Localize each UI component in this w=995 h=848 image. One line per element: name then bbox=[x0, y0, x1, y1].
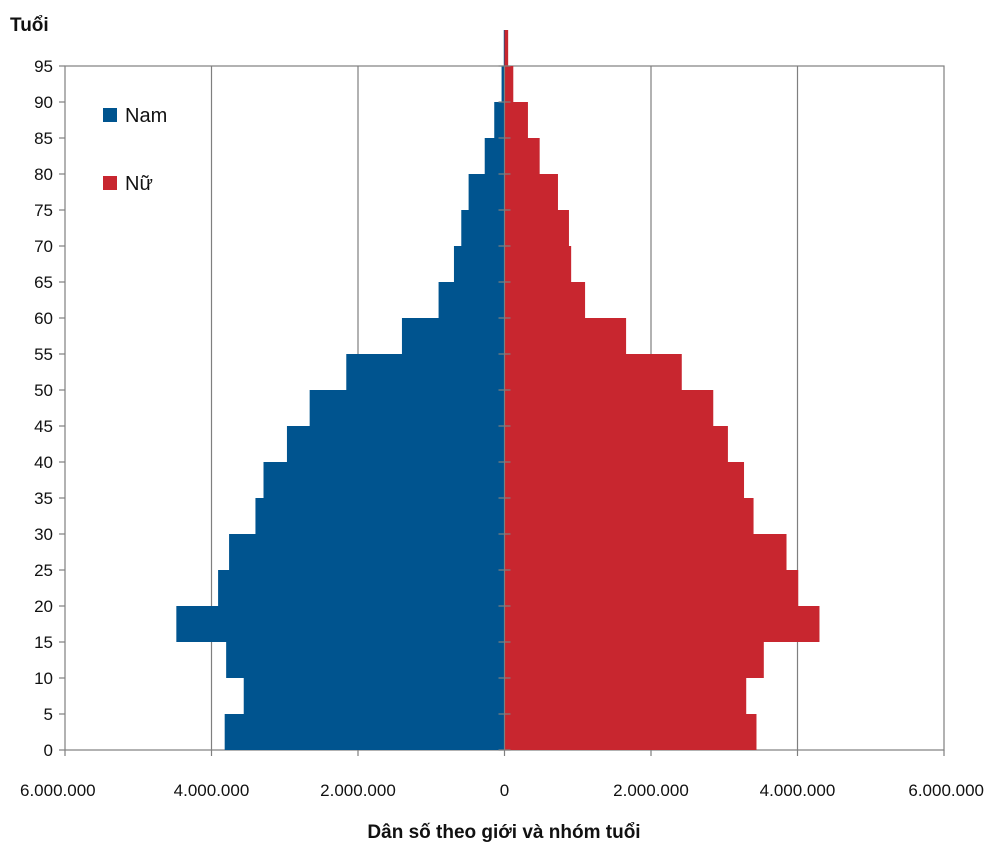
x-tick-labels: 6.000.000 4.000.000 2.000.000 0 2.000.000 4.0… bbox=[20, 750, 984, 800]
bar-nu-60 bbox=[504, 282, 586, 318]
bar-nu-85 bbox=[504, 102, 528, 138]
bar-nu-15 bbox=[504, 606, 820, 642]
bar-nu-40 bbox=[504, 426, 728, 462]
bar-nu-55 bbox=[504, 318, 627, 354]
y-tick-label-10: 10 bbox=[34, 669, 53, 688]
y-tick-label-65: 65 bbox=[34, 273, 53, 292]
bar-nam-85 bbox=[494, 102, 505, 138]
y-tick-label-35: 35 bbox=[34, 489, 53, 508]
x-tick-label-6: 6.000.000 bbox=[908, 781, 984, 800]
x-tick-label-1: 4.000.000 bbox=[174, 781, 250, 800]
bar-nu-65 bbox=[504, 246, 572, 282]
bar-nam-20 bbox=[218, 570, 505, 606]
bar-nam-5 bbox=[243, 678, 505, 714]
bar-nu-25 bbox=[504, 534, 787, 570]
bar-nu-20 bbox=[504, 570, 799, 606]
bar-nam-75 bbox=[468, 174, 505, 210]
bar-nam-35 bbox=[263, 462, 505, 498]
bar-nam-60 bbox=[438, 282, 505, 318]
y-tick-label-55: 55 bbox=[34, 345, 53, 364]
bar-nu-35 bbox=[504, 462, 745, 498]
bar-nam-30 bbox=[255, 498, 505, 534]
bar-nam-10 bbox=[226, 642, 505, 678]
bar-nam-45 bbox=[309, 390, 505, 426]
x-axis-title: Dân số theo giới và nhóm tuổi bbox=[367, 822, 640, 843]
bar-nam-80 bbox=[484, 138, 505, 174]
bar-nam-50 bbox=[346, 354, 505, 390]
bars bbox=[176, 30, 820, 750]
bar-nu-0 bbox=[504, 714, 757, 750]
bar-nam-25 bbox=[229, 534, 505, 570]
bar-nam-55 bbox=[401, 318, 505, 354]
y-tick-label-30: 30 bbox=[34, 525, 53, 544]
y-tick-label-25: 25 bbox=[34, 561, 53, 580]
bar-nam-15 bbox=[176, 606, 505, 642]
x-tick-label-3: 0 bbox=[500, 781, 509, 800]
y-tick-label-80: 80 bbox=[34, 165, 53, 184]
y-tick-label-90: 90 bbox=[34, 93, 53, 112]
y-tick-label-0: 0 bbox=[44, 741, 53, 760]
bar-nu-5 bbox=[504, 678, 747, 714]
bar-nam-65 bbox=[453, 246, 505, 282]
y-tick-label-85: 85 bbox=[34, 129, 53, 148]
bar-nu-10 bbox=[504, 642, 764, 678]
y-axis-title: Tuổi bbox=[10, 15, 49, 36]
bar-nu-80 bbox=[504, 138, 540, 174]
y-tick-label-60: 60 bbox=[34, 309, 53, 328]
bar-nu-95 bbox=[504, 30, 509, 66]
bar-nu-70 bbox=[504, 210, 569, 246]
bar-nam-90 bbox=[501, 66, 505, 102]
y-tick-label-40: 40 bbox=[34, 453, 53, 472]
y-tick-label-95: 95 bbox=[34, 57, 53, 76]
bar-nu-45 bbox=[504, 390, 714, 426]
bar-nam-70 bbox=[461, 210, 505, 246]
legend-label-nam: Nam bbox=[125, 105, 167, 127]
center-axis bbox=[498, 65, 511, 751]
y-tick-labels: 0 5 10 15 20 25 30 35 40 45 50 55 60 65 70 75 80 85 90 95 bbox=[34, 57, 65, 760]
y-tick-label-45: 45 bbox=[34, 417, 53, 436]
legend-label-nu: Nữ bbox=[125, 173, 153, 195]
bar-nam-0 bbox=[224, 714, 505, 750]
bar-nam-40 bbox=[286, 426, 505, 462]
y-tick-label-50: 50 bbox=[34, 381, 53, 400]
legend-swatch-nu bbox=[103, 176, 117, 190]
x-tick-label-2: 2.000.000 bbox=[320, 781, 396, 800]
bar-nu-90 bbox=[504, 66, 514, 102]
x-tick-label-4: 2.000.000 bbox=[613, 781, 689, 800]
y-tick-label-70: 70 bbox=[34, 237, 53, 256]
x-tick-label-5: 4.000.000 bbox=[760, 781, 836, 800]
bar-nam-95 bbox=[503, 30, 505, 66]
bar-nu-50 bbox=[504, 354, 682, 390]
legend-swatch-nam bbox=[103, 108, 117, 122]
y-tick-label-75: 75 bbox=[34, 201, 53, 220]
y-tick-label-20: 20 bbox=[34, 597, 53, 616]
x-tick-label-0: 6.000.000 bbox=[20, 781, 96, 800]
bar-nu-30 bbox=[504, 498, 754, 534]
y-tick-label-5: 5 bbox=[44, 705, 53, 724]
bar-nu-75 bbox=[504, 174, 558, 210]
legend: Nam Nữ bbox=[103, 105, 167, 195]
y-tick-label-15: 15 bbox=[34, 633, 53, 652]
